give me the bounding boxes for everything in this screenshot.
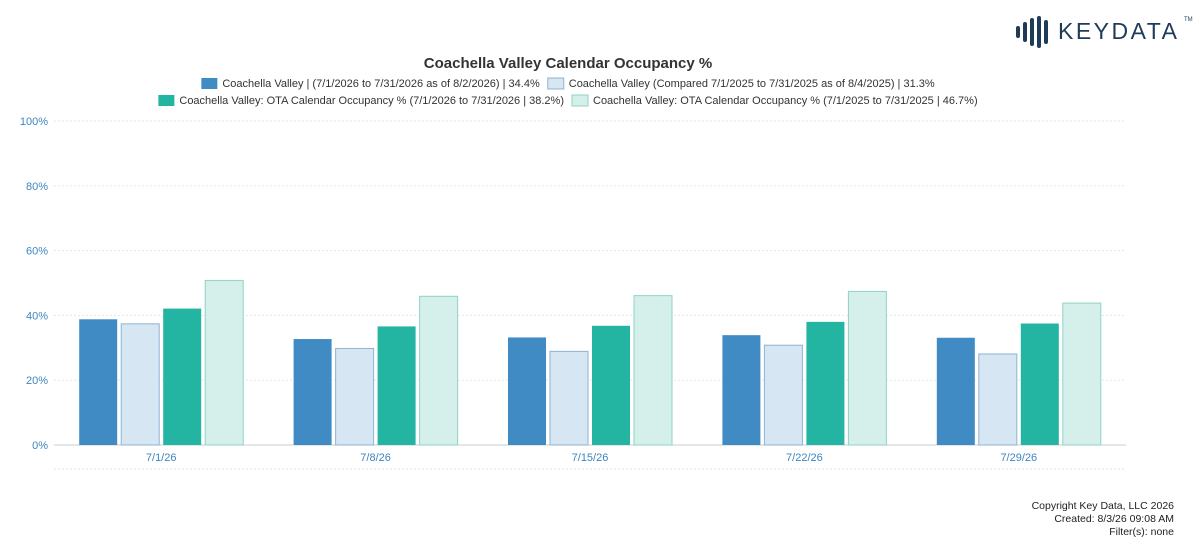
bar-series-4[interactable]	[633, 295, 673, 446]
keydata-logo-trademark: TM	[1184, 17, 1193, 23]
legend-label[interactable]: Coachella Valley (Compared 7/1/2025 to 7…	[569, 78, 935, 90]
bar-series-2[interactable]	[978, 353, 1018, 446]
x-tick-label: 7/29/26	[1000, 452, 1037, 464]
y-tick-label: 100%	[20, 116, 48, 128]
y-tick-label: 20%	[26, 375, 48, 387]
y-axis: 0% 20% 40% 60% 80% 100%	[20, 116, 48, 452]
x-axis: 7/1/26 7/8/26 7/15/26 7/22/26 7/29/26	[146, 452, 1037, 464]
copyright-text: Copyright Key Data, LLC 2026	[1031, 500, 1174, 512]
occupancy-chart: Coachella Valley Calendar Occupancy % Co…	[20, 55, 1126, 470]
chart-title: Coachella Valley Calendar Occupancy %	[424, 55, 712, 72]
keydata-logo: KEYDATA TM	[1012, 12, 1193, 48]
legend-swatch[interactable]	[158, 95, 175, 106]
keydata-logo-bars-icon	[1016, 16, 1048, 48]
legend-label[interactable]: Coachella Valley | (7/1/2026 to 7/31/202…	[222, 78, 540, 90]
x-tick-label: 7/22/26	[786, 452, 823, 464]
chart-footer: Copyright Key Data, LLC 2026 Created: 8/…	[1032, 500, 1174, 539]
bar-series-4[interactable]	[1062, 302, 1102, 446]
bar-series-2[interactable]	[549, 350, 589, 446]
x-tick-label: 7/8/26	[360, 452, 391, 464]
bar-series-4[interactable]	[419, 295, 459, 446]
y-tick-label: 60%	[26, 246, 48, 258]
legend-swatch[interactable]	[571, 94, 589, 107]
y-tick-label: 40%	[26, 310, 48, 322]
bar-series-3[interactable]	[592, 325, 630, 445]
bar-series-3[interactable]	[377, 326, 416, 445]
bar-series-2[interactable]	[763, 344, 803, 446]
bar-series-2[interactable]	[120, 323, 160, 446]
legend-label[interactable]: Coachella Valley: OTA Calendar Occupancy…	[593, 95, 978, 107]
bar-series-1[interactable]	[508, 337, 546, 445]
bar-series-2[interactable]	[335, 347, 375, 446]
legend-swatch[interactable]	[201, 78, 218, 89]
keydata-logo-text: KEYDATA	[1058, 18, 1180, 44]
bar-series-1[interactable]	[293, 339, 332, 445]
y-tick-label: 0%	[32, 440, 48, 452]
x-tick-label: 7/15/26	[572, 452, 609, 464]
chart-legend: Coachella Valley | (7/1/2026 to 7/31/202…	[158, 77, 978, 107]
y-tick-label: 80%	[26, 181, 48, 193]
chart-bars	[79, 279, 1102, 446]
bar-series-1[interactable]	[936, 337, 975, 445]
bar-series-4[interactable]	[204, 279, 244, 446]
bar-series-3[interactable]	[163, 308, 202, 445]
legend-label[interactable]: Coachella Valley: OTA Calendar Occupancy…	[179, 95, 564, 107]
bar-series-3[interactable]	[806, 321, 845, 445]
bar-series-3[interactable]	[1020, 323, 1059, 446]
created-timestamp: Created: 8/3/26 09:08 AM	[1054, 513, 1174, 525]
x-tick-label: 7/1/26	[146, 452, 177, 464]
legend-swatch[interactable]	[547, 77, 565, 90]
filters-text: Filter(s): none	[1109, 526, 1174, 538]
bar-series-4[interactable]	[847, 290, 887, 446]
bar-series-1[interactable]	[722, 335, 761, 445]
bar-series-1[interactable]	[79, 319, 118, 445]
